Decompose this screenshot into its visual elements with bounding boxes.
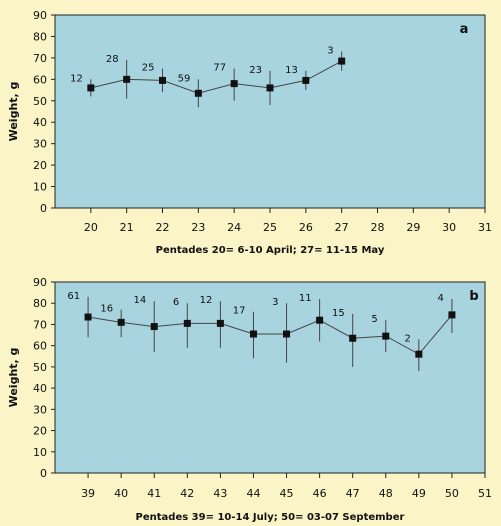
data-point <box>87 84 95 92</box>
y-tick-label: 60 <box>33 340 47 353</box>
x-tick-label: 51 <box>478 487 492 500</box>
sample-size-label: 15 <box>332 308 345 319</box>
y-tick-label: 80 <box>33 297 47 310</box>
data-point <box>415 350 423 358</box>
y-tick-label: 50 <box>33 95 47 108</box>
y-tick-label: 70 <box>33 318 47 331</box>
x-tick-label: 47 <box>346 487 360 500</box>
y-tick-label: 0 <box>40 467 47 480</box>
sample-size-label: 12 <box>70 73 83 84</box>
data-point <box>266 84 274 92</box>
x-tick-label: 46 <box>313 487 327 500</box>
data-point <box>448 311 456 319</box>
y-tick-label: 10 <box>33 181 47 194</box>
sample-size-label: 6 <box>173 297 179 308</box>
x-tick-label: 43 <box>213 487 227 500</box>
sample-size-label: 5 <box>371 314 377 325</box>
y-tick-label: 10 <box>33 446 47 459</box>
y-tick-label: 20 <box>33 159 47 172</box>
x-axis-title: Pentades 39= 10-14 July; 50= 03-07 Septe… <box>136 512 405 523</box>
data-point <box>84 313 92 321</box>
y-tick-label: 20 <box>33 425 47 438</box>
x-tick-label: 31 <box>478 221 492 234</box>
sample-size-label: 23 <box>249 65 262 76</box>
sample-size-label: 16 <box>100 304 113 315</box>
sample-size-label: 13 <box>285 65 298 76</box>
y-tick-label: 30 <box>33 403 47 416</box>
x-tick-label: 23 <box>191 221 205 234</box>
sample-size-label: 77 <box>213 63 226 74</box>
x-tick-label: 24 <box>227 221 241 234</box>
sample-size-label: 61 <box>67 291 80 302</box>
data-point <box>302 76 310 84</box>
x-axis-title: Pentades 20= 6-10 April; 27= 11-15 May <box>156 245 385 256</box>
x-tick-label: 28 <box>371 221 385 234</box>
sample-size-label: 3 <box>327 45 333 56</box>
sample-size-label: 25 <box>142 63 155 74</box>
sample-size-label: 12 <box>200 295 213 306</box>
y-axis-title: Weight, g <box>7 348 20 408</box>
y-tick-label: 70 <box>33 52 47 65</box>
x-tick-label: 44 <box>246 487 260 500</box>
sample-size-label: 17 <box>233 306 246 317</box>
chart-panel-a: 0 10 20 30 40 50 60 70 80 90 20 21 22 23 24 25 26 27 28 29 3… <box>7 9 492 256</box>
y-tick-label: 80 <box>33 30 47 43</box>
data-point <box>230 80 238 88</box>
y-axis-title: Weight, g <box>7 82 20 142</box>
x-tick-label: 29 <box>406 221 420 234</box>
y-tick-label: 30 <box>33 138 47 151</box>
x-tick-label: 41 <box>147 487 161 500</box>
data-point <box>117 318 125 326</box>
x-tick-label: 50 <box>445 487 459 500</box>
plot-area <box>54 14 486 209</box>
data-point <box>338 57 346 65</box>
panel-label: a <box>460 22 469 37</box>
x-tick-label: 27 <box>335 221 349 234</box>
y-tick-label: 90 <box>33 276 47 289</box>
sample-size-label: 28 <box>106 54 119 65</box>
x-tick-label: 42 <box>180 487 194 500</box>
data-point <box>183 319 191 327</box>
sample-size-label: 2 <box>404 333 410 344</box>
y-tick-label: 50 <box>33 361 47 374</box>
series-line <box>90 60 342 94</box>
panel-label: b <box>469 289 478 304</box>
sample-size-label: 59 <box>178 73 191 84</box>
y-tick-label: 40 <box>33 116 47 129</box>
sample-size-label: 14 <box>133 295 146 306</box>
x-tick-label: 48 <box>379 487 393 500</box>
plot-area <box>54 281 486 474</box>
x-tick-label: 49 <box>412 487 426 500</box>
data-point <box>123 75 131 83</box>
y-tick-label: 0 <box>40 202 47 215</box>
y-tick-label: 90 <box>33 9 47 22</box>
sample-size-label: 3 <box>272 297 278 308</box>
x-tick-label: 20 <box>84 221 98 234</box>
data-point <box>283 330 291 338</box>
data-point <box>382 332 390 340</box>
series-line <box>87 314 453 355</box>
data-point <box>159 76 166 84</box>
data-point <box>349 334 357 342</box>
x-tick-label: 22 <box>156 221 170 234</box>
data-point <box>216 319 224 327</box>
sample-size-label: 4 <box>438 293 444 304</box>
x-tick-label: 39 <box>81 487 95 500</box>
x-tick-label: 40 <box>114 487 128 500</box>
data-point <box>194 89 202 97</box>
data-point <box>316 316 324 324</box>
data-point <box>249 330 257 338</box>
x-tick-label: 26 <box>299 221 313 234</box>
y-tick-label: 40 <box>33 382 47 395</box>
x-tick-label: 25 <box>263 221 277 234</box>
x-tick-label: 21 <box>120 221 134 234</box>
x-tick-label: 45 <box>280 487 294 500</box>
y-tick-label: 60 <box>33 73 47 86</box>
x-tick-label: 30 <box>442 221 456 234</box>
sample-size-label: 11 <box>299 293 312 304</box>
data-point <box>150 323 158 331</box>
